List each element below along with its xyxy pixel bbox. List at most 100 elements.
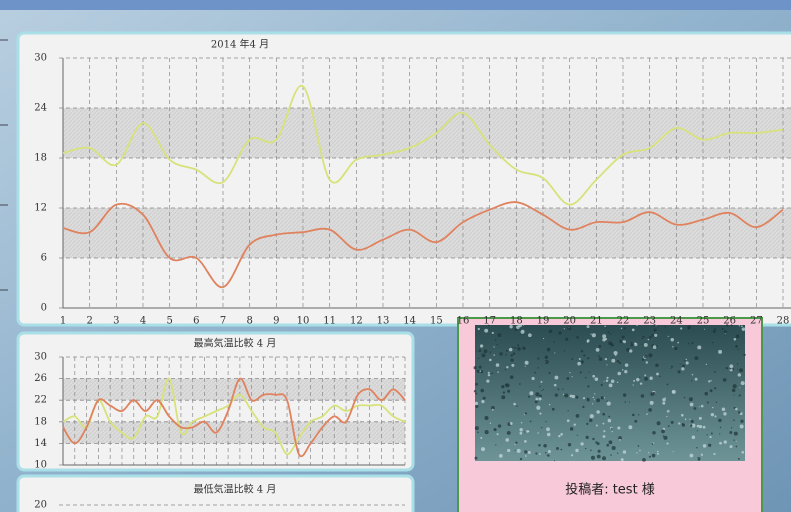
speck	[649, 400, 654, 405]
speck	[706, 401, 709, 404]
speck	[558, 331, 562, 335]
speck	[606, 364, 608, 366]
chart: 最低気温比較 4 月 20	[34, 483, 405, 511]
speck	[529, 391, 534, 396]
y-tick-label: 20	[34, 500, 47, 511]
speck	[474, 401, 479, 406]
speck	[729, 445, 733, 449]
speck	[731, 388, 736, 393]
speck	[719, 433, 721, 435]
speck	[691, 341, 694, 344]
speck	[738, 411, 741, 414]
speck	[687, 342, 690, 345]
speck	[628, 401, 631, 403]
speck	[487, 373, 491, 377]
speck	[600, 383, 603, 387]
speck	[534, 400, 538, 404]
speck	[710, 412, 715, 417]
speck	[681, 364, 685, 368]
speck	[606, 401, 611, 406]
speck	[608, 440, 613, 445]
y-tick-label: 10	[34, 460, 47, 471]
speck	[670, 420, 674, 424]
speck	[612, 357, 614, 359]
speck	[582, 405, 585, 409]
speck	[509, 325, 513, 329]
speck	[538, 397, 542, 401]
series-line	[62, 377, 406, 458]
speck	[648, 408, 652, 412]
speck	[539, 394, 542, 398]
speck	[509, 422, 513, 425]
band	[63, 421, 405, 444]
speck	[738, 325, 740, 327]
speck	[636, 324, 638, 326]
speck	[487, 324, 490, 327]
speck	[616, 359, 620, 363]
y-tick-label: 14	[34, 438, 47, 449]
speck	[571, 376, 573, 378]
speck	[631, 328, 635, 332]
speck	[700, 453, 704, 456]
speck	[506, 366, 509, 369]
speck	[640, 394, 645, 398]
speck	[618, 361, 621, 364]
x-tick-label: 4	[140, 316, 146, 327]
speck	[703, 328, 705, 330]
speck	[606, 376, 609, 379]
speck	[477, 327, 480, 331]
speck	[714, 387, 717, 390]
x-tick-label: 15	[430, 316, 443, 327]
speck	[519, 329, 522, 331]
series-line	[62, 85, 784, 206]
speck	[730, 427, 733, 429]
speck	[592, 396, 595, 399]
speck	[735, 407, 738, 411]
speck	[737, 373, 741, 377]
speck	[499, 352, 503, 356]
speck	[474, 456, 478, 460]
speck	[524, 450, 528, 454]
speck	[486, 379, 490, 383]
speck	[516, 325, 520, 329]
speck	[634, 342, 637, 345]
speck	[740, 419, 744, 423]
speck	[691, 373, 694, 376]
speck	[629, 349, 633, 353]
speck	[736, 440, 738, 442]
speck	[504, 368, 507, 371]
series-line	[62, 377, 406, 456]
speck	[617, 426, 621, 430]
speck	[475, 382, 478, 386]
speck	[604, 325, 606, 328]
speck	[602, 334, 607, 339]
speck	[594, 399, 596, 401]
x-tick-label: 28	[777, 316, 790, 327]
speck	[666, 409, 670, 413]
speck	[506, 430, 511, 435]
speck	[606, 400, 609, 402]
speck	[659, 375, 661, 378]
speck	[662, 401, 666, 405]
speck	[524, 455, 527, 457]
speck	[670, 367, 672, 370]
speck	[740, 381, 745, 386]
speck	[505, 438, 510, 442]
speck	[696, 424, 700, 428]
speck	[639, 376, 641, 378]
speck	[553, 341, 555, 343]
speck	[632, 413, 635, 417]
speck	[645, 361, 649, 364]
speck	[639, 449, 641, 452]
y-tick-label: 26	[34, 373, 47, 384]
speck	[584, 447, 587, 450]
speck	[523, 431, 526, 433]
speck	[514, 328, 518, 331]
speck	[721, 327, 724, 330]
speck	[671, 389, 676, 394]
speck	[602, 456, 606, 461]
x-tick-label: 2	[86, 316, 92, 327]
x-tick-label: 16	[457, 316, 470, 327]
speck	[575, 448, 579, 453]
speck	[618, 438, 621, 441]
